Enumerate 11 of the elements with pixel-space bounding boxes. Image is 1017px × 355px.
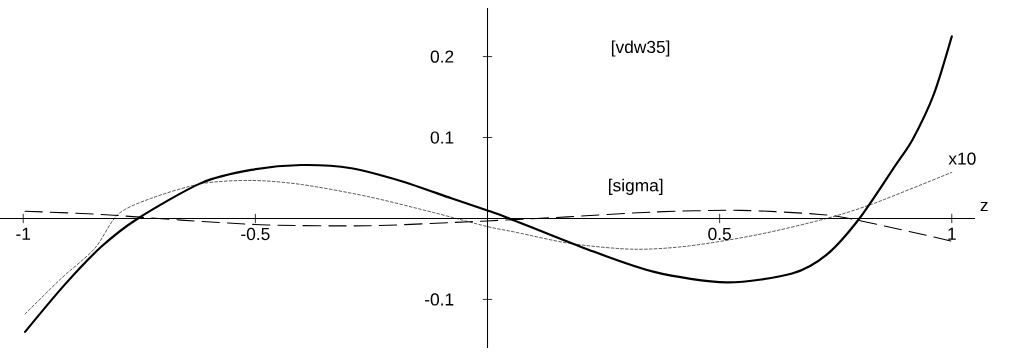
annotation: [vdw35] [611,40,670,57]
annotation: [sigma] [609,178,663,195]
x-axis-title: z [980,201,988,212]
x-tick-label: -0.5 [241,227,270,241]
y-tick-label: 0.2 [430,50,454,63]
annotation: x10 [948,152,976,165]
x-tick-label: -1 [16,227,31,240]
y-tick-label: 0.1 [430,131,454,144]
x-tick-label: 0.5 [708,227,731,241]
y-tick-label: -0.1 [425,293,454,306]
x-tick-label: 1 [948,227,956,240]
